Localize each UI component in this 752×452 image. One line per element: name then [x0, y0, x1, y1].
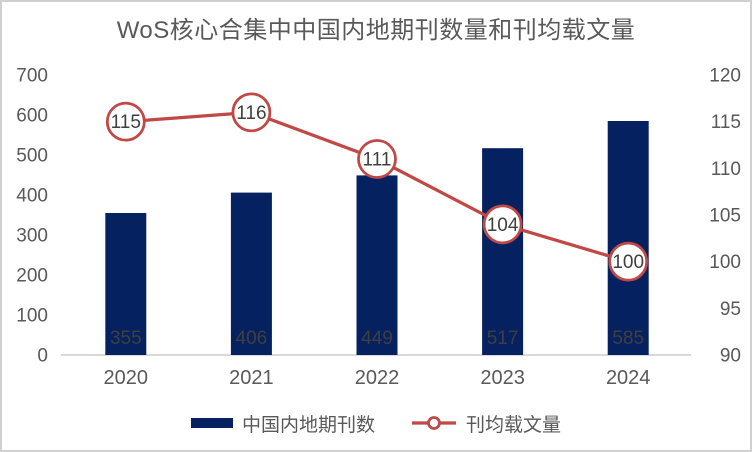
- bar-label-2024: 585: [612, 328, 644, 349]
- marker-2021: [231, 92, 272, 133]
- marker-2022: [357, 139, 397, 179]
- bar-2021: [230, 192, 272, 355]
- left-axis-tick-400: 400: [16, 186, 48, 207]
- marker-label-2020: 115: [111, 112, 141, 133]
- x-axis-label-2022: 2022: [355, 367, 400, 389]
- marker-2023: [482, 204, 523, 245]
- legend-item-avg-articles: 刊均载文量: [411, 410, 561, 437]
- left-axis-tick-200: 200: [16, 266, 48, 287]
- bar-label-2022: 449: [361, 328, 393, 349]
- marker-label-2023: 104: [487, 215, 519, 236]
- legend-label-avg-articles: 刊均载文量: [466, 414, 562, 436]
- x-axis-label-2023: 2023: [480, 367, 525, 389]
- left-axis-tick-500: 500: [16, 146, 48, 167]
- left-axis-tick-700: 700: [16, 66, 48, 87]
- bar-2022: [356, 175, 398, 355]
- right-axis-tick-90: 90: [720, 346, 741, 367]
- x-axis-label-2021: 2021: [229, 367, 274, 389]
- marker-label-2021: 116: [236, 103, 266, 124]
- legend-bar-swatch: [190, 418, 233, 428]
- marker-2024: [608, 241, 649, 282]
- x-axis-label-2020: 2020: [104, 367, 149, 389]
- left-axis-tick-600: 600: [16, 106, 48, 127]
- chart-title: WoS核心合集中中国内地期刊数量和刊均载文量: [116, 17, 636, 44]
- x-axis-label-2024: 2024: [606, 367, 651, 389]
- left-axis-tick-0: 0: [37, 346, 48, 367]
- bar-2024: [607, 121, 649, 355]
- right-axis-tick-100: 100: [709, 252, 741, 273]
- bar-2023: [482, 148, 524, 355]
- bar-label-2021: 406: [236, 328, 268, 349]
- marker-label-2022: 111: [363, 150, 392, 171]
- right-axis-tick-120: 120: [709, 66, 741, 87]
- legend-line-swatch: [412, 416, 456, 430]
- legend-label-journal-count: 中国内地期刊数: [241, 414, 375, 436]
- bar-label-2020: 355: [110, 328, 142, 349]
- bar-label-2023: 517: [487, 328, 519, 349]
- left-axis-tick-300: 300: [16, 226, 48, 247]
- left-axis-tick-100: 100: [16, 306, 48, 327]
- legend-item-journal-count: 中国内地期刊数: [190, 410, 375, 437]
- right-axis-tick-105: 105: [709, 206, 741, 227]
- bar-2020: [105, 213, 147, 355]
- chart-legend: 中国内地期刊数 刊均载文量: [2, 407, 750, 439]
- right-axis-tick-115: 115: [711, 112, 741, 133]
- right-axis-tick-110: 110: [711, 159, 741, 180]
- right-axis-tick-95: 95: [720, 299, 741, 320]
- marker-2020: [105, 101, 146, 142]
- marker-label-2024: 100: [612, 252, 644, 273]
